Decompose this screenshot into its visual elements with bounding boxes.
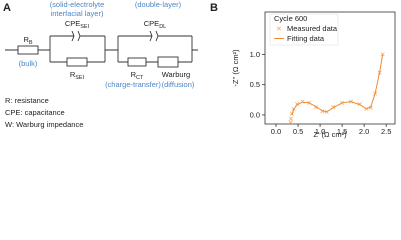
annotation: (double-layer)	[135, 0, 182, 9]
x-tick-label: 0.5	[293, 127, 303, 136]
cpe-symbol	[149, 30, 159, 42]
annotation: (diffusion)	[162, 80, 195, 89]
key-item: CPE: capacitance	[5, 108, 65, 117]
figure: A (solid-electrolyte interfacial layer) …	[3, 0, 396, 139]
element-label: CPEDL	[144, 19, 166, 30]
data-point	[368, 105, 373, 110]
key-item: W: Warburg impedance	[5, 120, 83, 129]
legend-swatch	[276, 26, 282, 31]
annotation: (solid-electrolyte	[50, 0, 105, 9]
data-point	[288, 116, 294, 121]
element-label: Warburg	[162, 70, 190, 79]
annotation: (bulk)	[19, 59, 38, 68]
y-tick-label: 0.0	[250, 110, 260, 119]
x-tick-label: 1.0	[315, 127, 325, 136]
x-tick-label: 2.0	[359, 127, 369, 136]
element-label: RSEI	[70, 70, 85, 81]
x-axis-label: Z' (Ω cm²)	[313, 130, 347, 139]
circuit	[5, 30, 198, 68]
cpe-symbol	[71, 30, 81, 42]
key-item: R: resistance	[5, 96, 49, 105]
element-label: RCT	[131, 70, 144, 81]
panel-label: A	[3, 2, 11, 14]
element-label: CPESEI	[65, 19, 90, 30]
fit-line	[291, 54, 384, 116]
x-tick-label: 1.5	[337, 127, 347, 136]
x-tick-label: 2.5	[381, 127, 391, 136]
resistor	[66, 57, 88, 67]
element-label: RB	[23, 35, 32, 46]
plot-frame	[264, 11, 396, 125]
panel-label: B	[210, 2, 218, 14]
y-axis-label: -Z'' (Ω cm²)	[231, 49, 240, 87]
data-point	[288, 120, 293, 125]
legend-box	[269, 13, 339, 46]
data-point	[295, 101, 300, 107]
y-tick-label: 1.0	[250, 50, 260, 59]
warburg-element	[157, 56, 179, 68]
legend-title: Cycle 600	[274, 14, 307, 23]
x-tick-label: 0.0	[271, 127, 281, 136]
legend-label: Fitting data	[287, 34, 325, 43]
resistor	[127, 57, 147, 67]
resistor	[17, 45, 39, 55]
annotation: interfacial layer)	[51, 9, 104, 18]
y-tick-label: 0.5	[250, 80, 260, 89]
legend-label: Measured data	[287, 24, 338, 33]
wire	[5, 35, 198, 63]
annotation: (charge-transfer)	[105, 80, 161, 89]
